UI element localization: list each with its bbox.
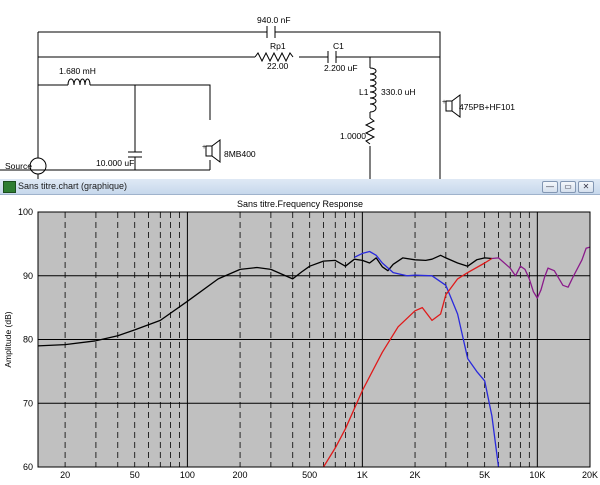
x-tick-label: 20K xyxy=(582,470,598,480)
cap-shunt-value: 10.000 uF xyxy=(96,158,135,168)
frequency-response-chart[interactable]: 60 70 80 90 100 20 50 100 200 500 1K 2K 5K 10K 20K Ampl… xyxy=(0,195,600,485)
y-tick-label: 90 xyxy=(23,271,33,281)
series-group xyxy=(38,246,590,467)
y-axis-label: Amplitude (dB) xyxy=(3,311,13,367)
x-tick-label: 10K xyxy=(529,470,545,480)
chart-window-title: Sans titre.chart (graphique) xyxy=(18,181,128,191)
series-line-1 xyxy=(38,254,492,347)
woofer-plus-sign: + xyxy=(202,144,207,151)
inductor-series-value: 1.680 mH xyxy=(59,66,96,76)
rp1-name: Rp1 xyxy=(270,41,286,51)
tweeter-plus-sign: + xyxy=(442,99,447,106)
x-tick-label: 20 xyxy=(60,470,70,480)
x-tick-label: 200 xyxy=(233,470,248,480)
series-line-2 xyxy=(354,250,500,467)
x-tick-label: 50 xyxy=(130,470,140,480)
x-tick-label: 2K xyxy=(410,470,421,480)
c1-name: C1 xyxy=(333,41,344,51)
y-tick-label: 80 xyxy=(23,335,33,345)
cap-top-value: 940.0 nF xyxy=(257,15,291,25)
y-tick-label: 70 xyxy=(23,398,33,408)
x-tick-label: 5K xyxy=(479,470,490,480)
chart-app-icon xyxy=(3,181,16,193)
series-line-4 xyxy=(491,246,590,299)
close-button[interactable]: ✕ xyxy=(578,181,594,193)
x-tick-label: 500 xyxy=(302,470,317,480)
l1-value: 330.0 uH xyxy=(381,87,416,97)
tweeter-label: 475PB+HF101 xyxy=(459,102,515,112)
chart-title: Sans titre.Frequency Response xyxy=(236,199,364,209)
x-tick-label: 100 xyxy=(180,470,195,480)
restore-button[interactable]: ▭ xyxy=(560,181,576,193)
chart-client-area: Sans titre.Frequency Response 60 70 80 90 10… xyxy=(0,195,600,485)
minimize-button[interactable]: — xyxy=(542,181,558,193)
chart-window: Sans titre.chart (graphique) — ▭ ✕ Sans … xyxy=(0,179,600,485)
chart-window-titlebar[interactable]: Sans titre.chart (graphique) — ▭ ✕ xyxy=(0,179,600,195)
woofer-label: 8MB400 xyxy=(224,149,256,159)
y-tick-label: 100 xyxy=(18,207,33,217)
c1-value: 2.200 uF xyxy=(324,63,358,73)
x-tick-label: 1K xyxy=(357,470,368,480)
source-label: Source xyxy=(5,161,32,171)
plot-border xyxy=(37,211,591,468)
schematic-wires xyxy=(0,26,461,179)
l1-name: L1 xyxy=(359,87,369,97)
rp1-value: 22.00 xyxy=(267,61,289,71)
series-line-3 xyxy=(322,257,493,467)
y-tick-label: 60 xyxy=(23,462,33,472)
schematic: 940.0 nF Rp1 22.00 C1 2.200 uF 1.680 mH … xyxy=(0,0,600,179)
resistor-value: 1.0000 xyxy=(340,131,366,141)
